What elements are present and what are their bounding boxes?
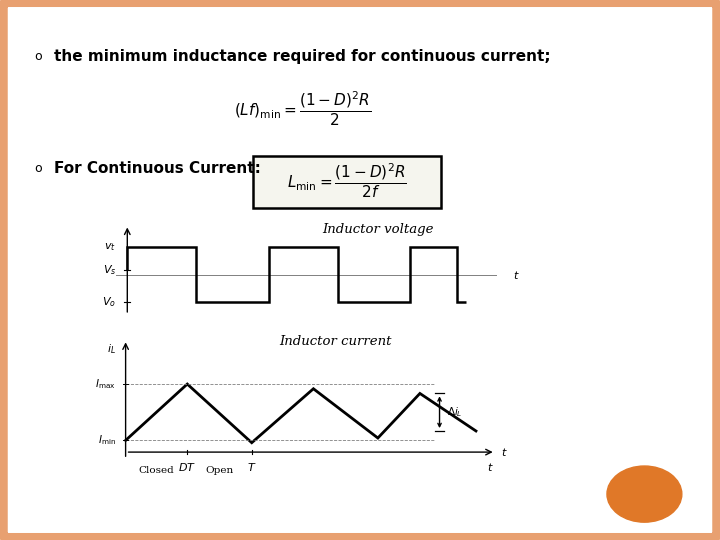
Text: Closed: Closed — [138, 466, 174, 475]
Text: Inductor current: Inductor current — [279, 335, 392, 348]
FancyBboxPatch shape — [253, 156, 441, 208]
Text: $t$: $t$ — [513, 268, 520, 281]
Text: $t$: $t$ — [501, 446, 508, 458]
Text: $DT$: $DT$ — [179, 461, 197, 472]
Text: o: o — [35, 162, 42, 175]
Text: $t$: $t$ — [487, 461, 493, 472]
Text: o: o — [35, 50, 42, 63]
Text: Open: Open — [205, 466, 233, 475]
Text: $I_{\min}$: $I_{\min}$ — [98, 434, 116, 447]
Text: the minimum inductance required for continuous current;: the minimum inductance required for cont… — [54, 49, 551, 64]
Text: Inductor voltage: Inductor voltage — [323, 223, 434, 236]
Text: $v_t$: $v_t$ — [104, 241, 117, 253]
Text: $\Delta i_L$: $\Delta i_L$ — [446, 406, 462, 419]
Text: For Continuous Current:: For Continuous Current: — [54, 161, 261, 176]
Text: $T$: $T$ — [247, 461, 256, 472]
Text: $I_{\max}$: $I_{\max}$ — [95, 377, 116, 391]
Text: $V_s$: $V_s$ — [103, 263, 117, 276]
Text: $(Lf)_{\rm min} = \dfrac{(1-D)^2 R}{2}$: $(Lf)_{\rm min} = \dfrac{(1-D)^2 R}{2}$ — [234, 90, 371, 129]
Text: $L_{\rm min} = \dfrac{(1-D)^2 R}{2f}$: $L_{\rm min} = \dfrac{(1-D)^2 R}{2f}$ — [287, 161, 408, 200]
Circle shape — [607, 466, 682, 522]
Text: $i_L$: $i_L$ — [107, 342, 116, 356]
Text: $V_o$: $V_o$ — [102, 295, 117, 309]
FancyBboxPatch shape — [3, 2, 717, 538]
